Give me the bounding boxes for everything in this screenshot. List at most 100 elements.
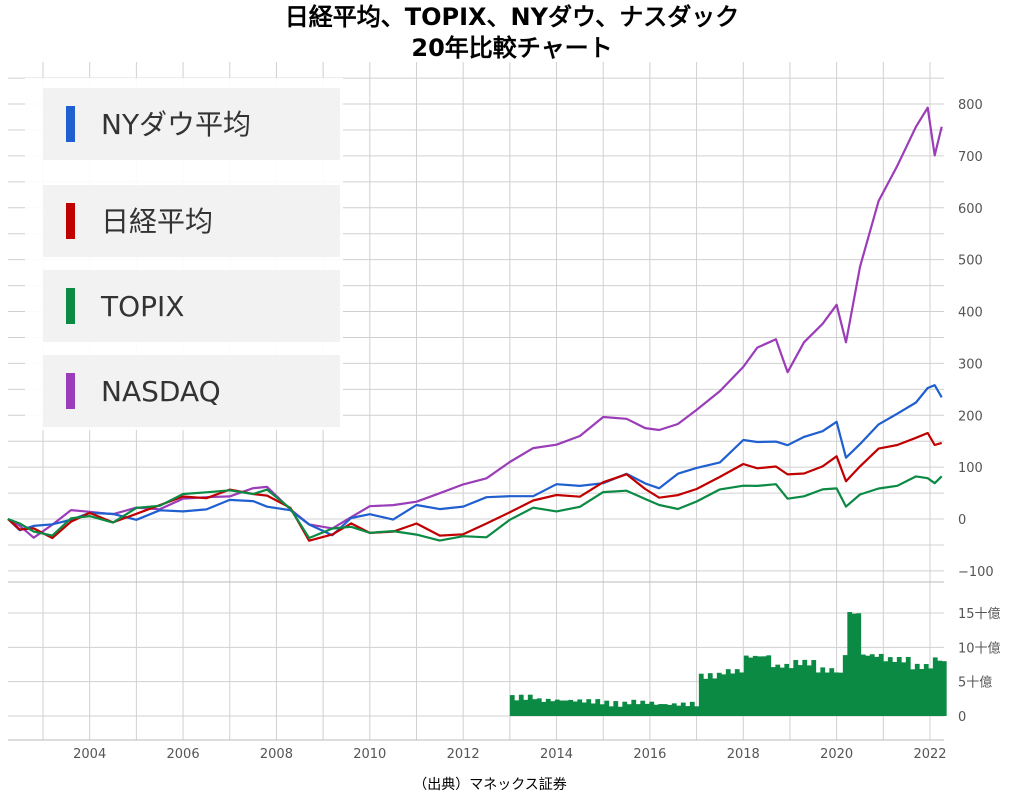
volume-bar [649,701,655,716]
volume-bar [658,704,664,716]
y-tick-label: 300 [958,357,983,372]
volume-bar [586,699,592,716]
volume-bar [599,704,605,716]
volume-bar [905,656,911,716]
legend-label: NASDAQ [101,375,221,408]
x-tick-label: 2004 [73,747,106,762]
y-tick-label: 100 [958,461,983,476]
volume-bar [572,701,578,716]
volume-bar [748,657,754,716]
volume-axis-ticks: 0 5十億 10十億 15十億 [958,606,1001,725]
series-line [7,106,943,539]
volume-bar [703,678,709,716]
chart-title-line1: 日経平均、TOPIX、NYダウ、ナスダック [285,3,740,31]
legend-swatch [66,203,75,239]
volume-bar [865,655,871,716]
x-tick-label: 2006 [167,747,200,762]
volume-bar [860,654,866,716]
volume-bar [617,706,623,716]
volume-bar [793,660,799,716]
volume-bar [775,664,781,716]
x-tick-label: 2010 [353,747,386,762]
volume-bar [662,704,668,716]
volume-bar [541,701,547,716]
volume-bar [689,701,695,716]
series-line [7,475,943,542]
volume-bar [577,699,583,716]
volume-bar [550,701,556,716]
y-tick-label: 600 [958,202,983,217]
volume-bar [878,653,884,716]
volume-bar [595,699,601,716]
volume-bar [671,703,677,716]
volume-bar [523,699,529,716]
x-tick-label: 2016 [633,747,666,762]
volume-bar [640,700,646,716]
volume-bar [869,654,875,716]
volume-bar [752,655,758,716]
volume-bar [847,612,853,716]
volume-bar [608,706,614,716]
volume-bar [914,663,920,716]
legend-label: 日経平均 [101,205,213,238]
series-line [7,431,943,542]
volume-bar [802,659,808,716]
volume-bar [653,704,659,716]
volume-bar [901,662,907,716]
legend-entry [43,355,340,427]
volume-bar [937,660,943,716]
legend-entry [43,88,340,160]
volume-bar [644,703,650,716]
volume-bar [707,673,713,716]
volume-bar [928,668,934,716]
volume-bar [923,664,929,716]
volume-bar [626,704,632,716]
volume-tick-label: 15十億 [958,606,1001,622]
volume-bar [842,655,848,716]
volume-bar [712,678,718,716]
volume-bar [536,698,542,716]
x-tick-label: 2008 [260,747,293,762]
volume-bar [532,699,538,716]
x-tick-label: 2012 [447,747,480,762]
volume-bar [743,655,749,716]
legend-swatch [66,373,75,409]
volume-bar [757,656,763,716]
volume-bar [887,657,893,716]
y-tick-label: 700 [958,150,983,165]
volume-bar [874,656,880,716]
volume-bar [820,667,826,716]
x-tick-label: 2014 [540,747,573,762]
volume-bar [604,700,610,716]
volume-bar [770,667,776,716]
volume-bar [694,706,700,716]
volume-bar [554,699,560,716]
volume-bar [676,705,682,716]
volume-bar [833,672,839,716]
volume-bar [829,668,835,716]
series-lines [7,106,943,542]
volume-bar [919,669,925,716]
volume-bar [815,672,821,716]
volume-bar [811,660,817,716]
volume-bar [910,669,916,716]
y-tick-label: 200 [958,409,983,424]
volume-bar [635,704,641,716]
legend-label: NYダウ平均 [101,108,251,141]
legend-swatch [66,106,75,142]
series-line [7,384,943,537]
legend-label: TOPIX [100,290,184,323]
volume-bar [545,698,551,716]
chart-title-line2: 20年比較チャート [411,34,612,62]
volume-bar [779,667,785,716]
volume-bar [721,674,727,716]
volume-bar [797,665,803,716]
volume-bar [698,673,704,716]
y-axis-ticks: −100 0 100 200 300 400 500 600 700 800 [958,98,994,580]
volume-bar [734,669,740,716]
volume-bar [563,700,569,716]
y-tick-label: 0 [958,513,966,528]
volume-bars [509,612,947,716]
volume-bar [892,661,898,716]
volume-bar [766,655,772,716]
